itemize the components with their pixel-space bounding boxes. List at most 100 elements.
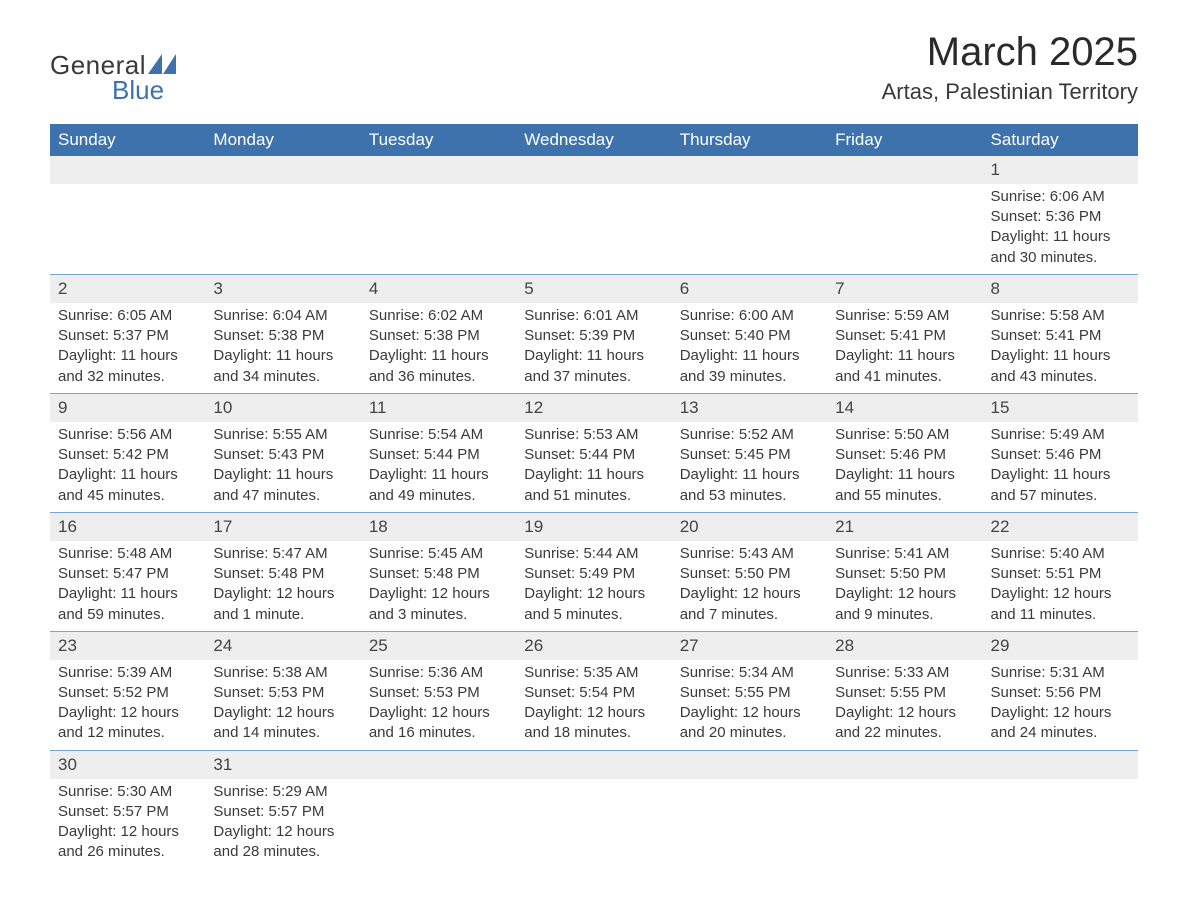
cell-line-dl1: Daylight: 11 hours	[524, 465, 663, 485]
day-number-cell	[827, 750, 982, 778]
cell-line-dl1: Daylight: 12 hours	[524, 703, 663, 723]
cell-line-sunset: Sunset: 5:39 PM	[524, 326, 663, 346]
calendar-table: Sunday Monday Tuesday Wednesday Thursday…	[50, 124, 1138, 869]
cell-line-sunrise: Sunrise: 5:55 AM	[213, 425, 352, 445]
day-number-cell	[672, 156, 827, 184]
day-content-cell	[672, 779, 827, 869]
cell-line-sunset: Sunset: 5:38 PM	[369, 326, 508, 346]
day-number-cell: 4	[361, 274, 516, 302]
cell-line-dl2: and 3 minutes.	[369, 605, 508, 625]
page-subtitle: Artas, Palestinian Territory	[882, 79, 1138, 105]
week-daynum-row: 1	[50, 156, 1138, 184]
col-saturday: Saturday	[983, 124, 1138, 156]
day-content-cell: Sunrise: 5:33 AMSunset: 5:55 PMDaylight:…	[827, 660, 982, 751]
cell-line-dl2: and 18 minutes.	[524, 723, 663, 743]
cell-line-dl2: and 11 minutes.	[991, 605, 1130, 625]
page-title: March 2025	[882, 30, 1138, 75]
calendar-body: 1 Sunrise: 6:06 AMSunset: 5:36 PMDayligh…	[50, 156, 1138, 869]
cell-line-sunset: Sunset: 5:44 PM	[369, 445, 508, 465]
day-number-cell: 31	[205, 750, 360, 778]
cell-line-sunrise: Sunrise: 5:38 AM	[213, 663, 352, 683]
day-content-cell: Sunrise: 5:41 AMSunset: 5:50 PMDaylight:…	[827, 541, 982, 632]
day-content-cell: Sunrise: 5:49 AMSunset: 5:46 PMDaylight:…	[983, 422, 1138, 513]
cell-line-sunset: Sunset: 5:56 PM	[991, 683, 1130, 703]
day-number-cell: 14	[827, 393, 982, 421]
cell-line-dl2: and 39 minutes.	[680, 367, 819, 387]
logo-word2: Blue	[112, 75, 176, 106]
cell-line-dl2: and 16 minutes.	[369, 723, 508, 743]
day-content-cell: Sunrise: 5:45 AMSunset: 5:48 PMDaylight:…	[361, 541, 516, 632]
cell-line-sunrise: Sunrise: 5:29 AM	[213, 782, 352, 802]
day-number-cell: 27	[672, 631, 827, 659]
day-number-cell: 16	[50, 512, 205, 540]
day-number-cell: 12	[516, 393, 671, 421]
day-number-cell	[50, 156, 205, 184]
day-content-cell: Sunrise: 5:44 AMSunset: 5:49 PMDaylight:…	[516, 541, 671, 632]
cell-line-sunrise: Sunrise: 5:49 AM	[991, 425, 1130, 445]
cell-line-dl2: and 12 minutes.	[58, 723, 197, 743]
cell-line-sunrise: Sunrise: 5:50 AM	[835, 425, 974, 445]
week-daynum-row: 3031	[50, 750, 1138, 778]
day-content-cell: Sunrise: 5:56 AMSunset: 5:42 PMDaylight:…	[50, 422, 205, 513]
cell-line-sunset: Sunset: 5:40 PM	[680, 326, 819, 346]
cell-line-sunset: Sunset: 5:52 PM	[58, 683, 197, 703]
cell-line-sunrise: Sunrise: 5:31 AM	[991, 663, 1130, 683]
day-content-cell	[516, 184, 671, 275]
cell-line-sunrise: Sunrise: 5:41 AM	[835, 544, 974, 564]
day-content-cell	[827, 184, 982, 275]
cell-line-dl2: and 30 minutes.	[991, 248, 1130, 268]
cell-line-dl1: Daylight: 12 hours	[835, 584, 974, 604]
day-content-cell: Sunrise: 5:40 AMSunset: 5:51 PMDaylight:…	[983, 541, 1138, 632]
cell-line-dl2: and 55 minutes.	[835, 486, 974, 506]
cell-line-dl1: Daylight: 11 hours	[835, 346, 974, 366]
cell-line-dl1: Daylight: 11 hours	[991, 465, 1130, 485]
cell-line-sunrise: Sunrise: 5:56 AM	[58, 425, 197, 445]
day-number-cell	[205, 156, 360, 184]
day-content-cell: Sunrise: 5:36 AMSunset: 5:53 PMDaylight:…	[361, 660, 516, 751]
cell-line-dl2: and 53 minutes.	[680, 486, 819, 506]
cell-line-dl1: Daylight: 11 hours	[58, 584, 197, 604]
cell-line-dl1: Daylight: 12 hours	[991, 584, 1130, 604]
cell-line-sunrise: Sunrise: 5:45 AM	[369, 544, 508, 564]
cell-line-dl1: Daylight: 12 hours	[213, 703, 352, 723]
cell-line-dl2: and 47 minutes.	[213, 486, 352, 506]
cell-line-dl1: Daylight: 12 hours	[58, 703, 197, 723]
col-thursday: Thursday	[672, 124, 827, 156]
cell-line-sunrise: Sunrise: 5:43 AM	[680, 544, 819, 564]
cell-line-dl1: Daylight: 12 hours	[835, 703, 974, 723]
day-number-cell: 19	[516, 512, 671, 540]
day-number-cell	[516, 156, 671, 184]
cell-line-dl1: Daylight: 11 hours	[524, 346, 663, 366]
cell-line-dl2: and 51 minutes.	[524, 486, 663, 506]
day-content-cell: Sunrise: 6:00 AMSunset: 5:40 PMDaylight:…	[672, 303, 827, 394]
cell-line-sunset: Sunset: 5:47 PM	[58, 564, 197, 584]
cell-line-sunrise: Sunrise: 5:52 AM	[680, 425, 819, 445]
cell-line-dl2: and 5 minutes.	[524, 605, 663, 625]
cell-line-dl2: and 36 minutes.	[369, 367, 508, 387]
cell-line-sunset: Sunset: 5:54 PM	[524, 683, 663, 703]
day-number-cell: 21	[827, 512, 982, 540]
cell-line-sunset: Sunset: 5:50 PM	[835, 564, 974, 584]
cell-line-sunset: Sunset: 5:55 PM	[835, 683, 974, 703]
cell-line-dl1: Daylight: 12 hours	[991, 703, 1130, 723]
cell-line-dl2: and 34 minutes.	[213, 367, 352, 387]
week-content-row: Sunrise: 5:30 AMSunset: 5:57 PMDaylight:…	[50, 779, 1138, 869]
cell-line-dl2: and 26 minutes.	[58, 842, 197, 862]
cell-line-dl1: Daylight: 12 hours	[213, 584, 352, 604]
cell-line-sunrise: Sunrise: 6:01 AM	[524, 306, 663, 326]
week-content-row: Sunrise: 5:39 AMSunset: 5:52 PMDaylight:…	[50, 660, 1138, 751]
cell-line-dl1: Daylight: 11 hours	[680, 346, 819, 366]
cell-line-sunrise: Sunrise: 5:48 AM	[58, 544, 197, 564]
cell-line-dl1: Daylight: 12 hours	[369, 584, 508, 604]
cell-line-sunset: Sunset: 5:36 PM	[991, 207, 1130, 227]
day-content-cell: Sunrise: 5:53 AMSunset: 5:44 PMDaylight:…	[516, 422, 671, 513]
cell-line-sunset: Sunset: 5:46 PM	[835, 445, 974, 465]
cell-line-sunrise: Sunrise: 5:34 AM	[680, 663, 819, 683]
cell-line-sunrise: Sunrise: 5:36 AM	[369, 663, 508, 683]
cell-line-dl1: Daylight: 11 hours	[991, 346, 1130, 366]
cell-line-sunset: Sunset: 5:42 PM	[58, 445, 197, 465]
day-number-cell: 24	[205, 631, 360, 659]
day-number-cell: 30	[50, 750, 205, 778]
cell-line-sunrise: Sunrise: 5:54 AM	[369, 425, 508, 445]
day-content-cell: Sunrise: 5:29 AMSunset: 5:57 PMDaylight:…	[205, 779, 360, 869]
